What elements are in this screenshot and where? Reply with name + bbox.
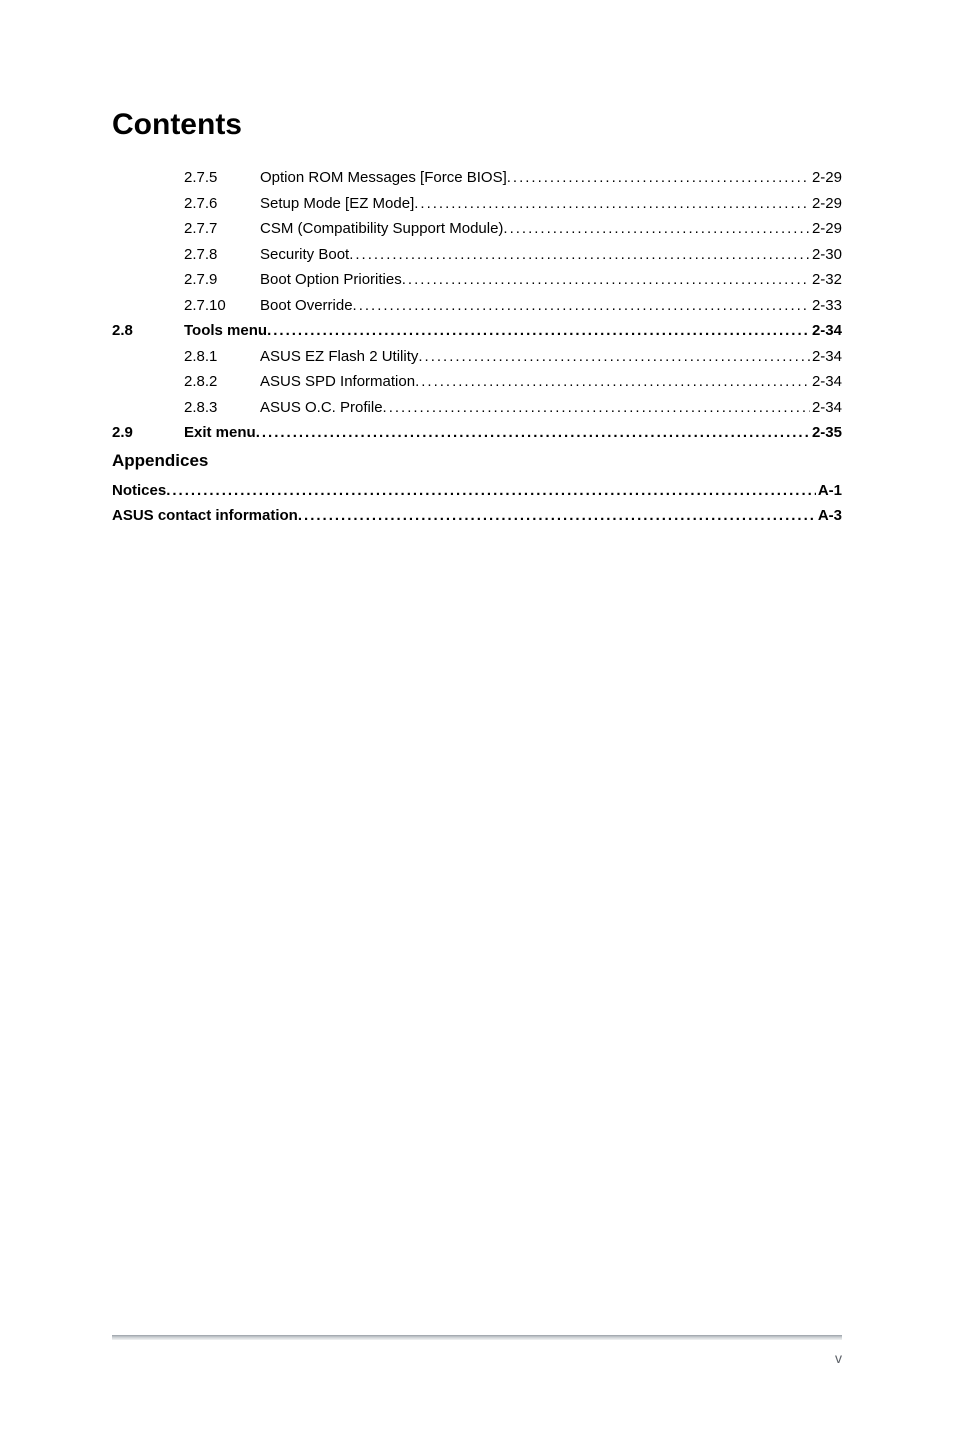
toc-subsection-number: 2.8.3 (184, 400, 260, 415)
toc-entry-label: Boot Option Priorities (260, 272, 402, 287)
toc-entry-label: ASUS EZ Flash 2 Utility (260, 349, 418, 364)
toc-leader-dots (507, 170, 810, 185)
appendices-heading: Appendices (112, 451, 842, 471)
page-footer: v (112, 1335, 842, 1366)
toc-leader-dots (415, 374, 810, 389)
toc-subsection-number: 2.7.5 (184, 170, 260, 185)
toc-entry-page: 2-30 (810, 247, 842, 262)
toc-entry-page: 2-33 (810, 298, 842, 313)
toc-entry-label: ASUS O.C. Profile (260, 400, 383, 415)
toc-entry-page: 2-29 (810, 170, 842, 185)
appendix-entry-label: ASUS contact information (112, 508, 298, 523)
toc-entry-page: 2-29 (810, 196, 842, 211)
toc-leader-dots (402, 272, 810, 287)
toc-entry-page: 2-29 (810, 221, 842, 236)
toc-leader-dots (267, 323, 810, 338)
toc-entry: 2.8.3ASUS O.C. Profile 2-34 (112, 400, 842, 415)
appendices-list: Notices A-1 ASUS contact information A-3 (112, 483, 842, 524)
appendix-entry: ASUS contact information A-3 (112, 508, 842, 523)
toc-entry: 2.7.7CSM (Compatibility Support Module) 2… (112, 221, 842, 236)
toc-leader-dots (414, 196, 810, 211)
toc-entry: 2.7.9Boot Option Priorities 2-32 (112, 272, 842, 287)
toc-entry: 2.8.1ASUS EZ Flash 2 Utility 2-34 (112, 349, 842, 364)
appendix-entry-page: A-1 (816, 483, 842, 498)
toc-entry-label: Exit menu (184, 425, 256, 440)
appendix-entry-label: Notices (112, 483, 166, 498)
toc-entry-page: 2-34 (810, 323, 842, 338)
toc-entry: 2.7.5Option ROM Messages [Force BIOS] 2-2… (112, 170, 842, 185)
toc-section-number: 2.8 (112, 323, 184, 338)
toc-leader-dots (353, 298, 810, 313)
toc-subsection-number: 2.8.2 (184, 374, 260, 389)
toc-entry: 2.8Tools menu 2-34 (112, 323, 842, 338)
toc-entry: 2.9Exit menu 2-35 (112, 425, 842, 440)
appendix-entry: Notices A-1 (112, 483, 842, 498)
toc-entry: 2.7.8Security Boot 2-30 (112, 247, 842, 262)
toc-leader-dots (349, 247, 810, 262)
toc-subsection-number: 2.8.1 (184, 349, 260, 364)
toc-leader-dots (166, 483, 816, 498)
toc-entry-page: 2-32 (810, 272, 842, 287)
toc-subsection-number: 2.7.10 (184, 298, 260, 313)
toc-entry-page: 2-35 (810, 425, 842, 440)
table-of-contents: 2.7.5Option ROM Messages [Force BIOS] 2-2… (112, 170, 842, 440)
toc-subsection-number: 2.7.8 (184, 247, 260, 262)
toc-entry-page: 2-34 (810, 349, 842, 364)
toc-subsection-number: 2.7.9 (184, 272, 260, 287)
toc-entry-label: Setup Mode [EZ Mode] (260, 196, 414, 211)
appendix-entry-page: A-3 (816, 508, 842, 523)
toc-leader-dots (503, 221, 810, 236)
page-number: v (112, 1350, 842, 1366)
toc-entry: 2.8.2ASUS SPD Information 2-34 (112, 374, 842, 389)
footer-rule (112, 1335, 842, 1340)
toc-entry-label: Tools menu (184, 323, 267, 338)
toc-entry-label: Security Boot (260, 247, 349, 262)
toc-leader-dots (256, 425, 810, 440)
toc-subsection-number: 2.7.7 (184, 221, 260, 236)
toc-entry-label: Boot Override (260, 298, 353, 313)
toc-section-number: 2.9 (112, 425, 184, 440)
toc-entry-page: 2-34 (810, 374, 842, 389)
toc-leader-dots (298, 508, 816, 523)
toc-subsection-number: 2.7.6 (184, 196, 260, 211)
toc-entry: 2.7.10Boot Override 2-33 (112, 298, 842, 313)
toc-entry-page: 2-34 (810, 400, 842, 415)
page-title: Contents (112, 108, 842, 142)
toc-entry-label: ASUS SPD Information (260, 374, 415, 389)
toc-leader-dots (418, 349, 810, 364)
toc-entry-label: CSM (Compatibility Support Module) (260, 221, 503, 236)
toc-entry: 2.7.6Setup Mode [EZ Mode] 2-29 (112, 196, 842, 211)
toc-entry-label: Option ROM Messages [Force BIOS] (260, 170, 507, 185)
toc-leader-dots (383, 400, 810, 415)
